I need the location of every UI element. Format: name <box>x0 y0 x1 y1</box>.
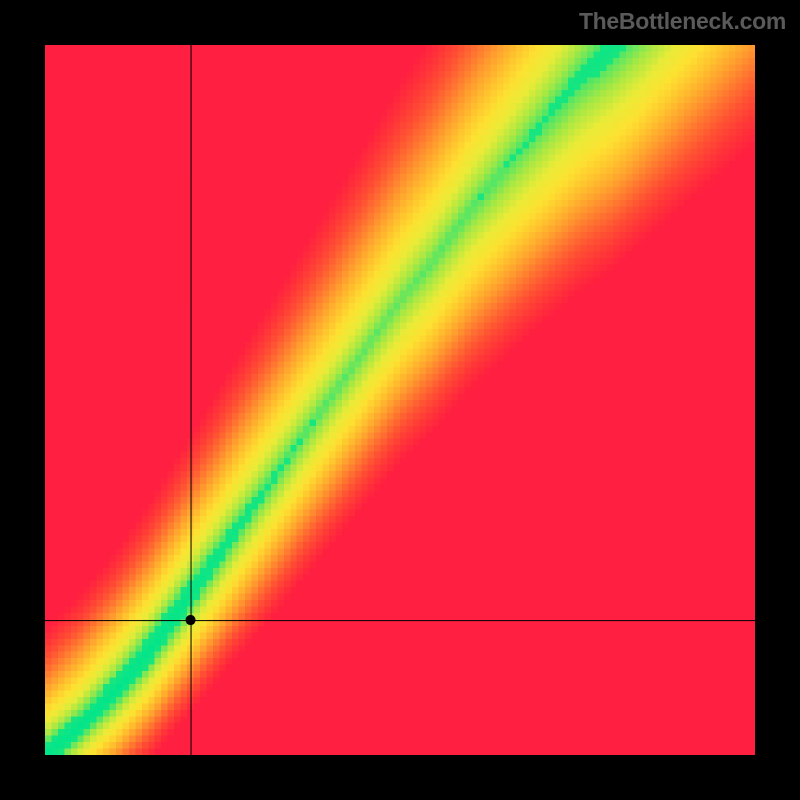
watermark-text: TheBottleneck.com <box>579 8 786 35</box>
bottleneck-heatmap <box>45 45 755 755</box>
heatmap-overlay <box>45 45 755 755</box>
